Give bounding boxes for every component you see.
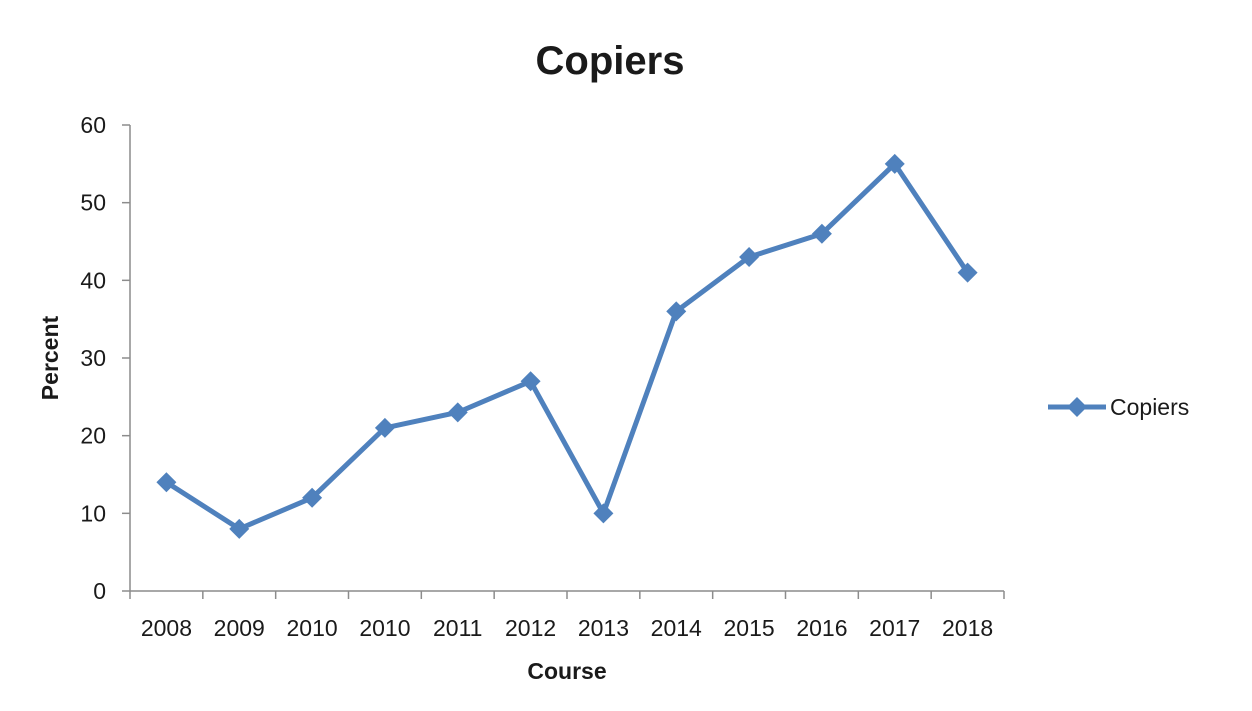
y-tick-label: 60 [80, 112, 106, 138]
data-point [156, 472, 177, 493]
x-tick-label: 2008 [141, 615, 192, 641]
data-point [957, 262, 978, 283]
data-point [229, 518, 250, 539]
y-axis-ticks: 0 10 20 30 40 50 60 [80, 112, 130, 604]
data-point [520, 371, 541, 392]
y-tick-label: 30 [80, 345, 106, 371]
x-tick-label: 2016 [796, 615, 847, 641]
x-tick-label: 2017 [869, 615, 920, 641]
data-point [374, 417, 395, 438]
data-point [811, 223, 832, 244]
y-tick-label: 0 [93, 578, 106, 604]
legend: Copiers [1048, 394, 1189, 420]
data-point [739, 247, 760, 268]
data-point [447, 402, 468, 423]
y-tick-label: 10 [80, 500, 106, 526]
data-point [593, 503, 614, 524]
x-axis-title: Course [527, 658, 606, 684]
data-point [666, 301, 687, 322]
x-tick-label: 2011 [433, 615, 482, 641]
legend-label: Copiers [1110, 394, 1189, 420]
y-axis-title: Percent [37, 315, 63, 400]
y-tick-label: 50 [80, 190, 106, 216]
x-tick-label: 2012 [505, 615, 556, 641]
data-point [302, 487, 323, 508]
y-tick-label: 20 [80, 423, 106, 449]
x-tick-label: 2018 [942, 615, 993, 641]
series-line [163, 161, 971, 532]
x-tick-label: 2013 [578, 615, 629, 641]
legend-marker-diamond-icon [1067, 397, 1087, 417]
chart-title: Copiers [536, 39, 685, 83]
y-tick-label: 40 [80, 267, 106, 293]
x-tick-label: 2010 [359, 615, 410, 641]
data-point [884, 153, 905, 174]
x-tick-label: 2015 [723, 615, 774, 641]
x-axis-ticks: 2008 2009 2010 2010 2011 2012 2013 2014 2015 2016… [129, 591, 1005, 641]
x-tick-label: 2014 [651, 615, 702, 641]
series-layer [156, 153, 978, 539]
x-tick-label: 2009 [214, 615, 265, 641]
x-tick-label: 2010 [286, 615, 337, 641]
